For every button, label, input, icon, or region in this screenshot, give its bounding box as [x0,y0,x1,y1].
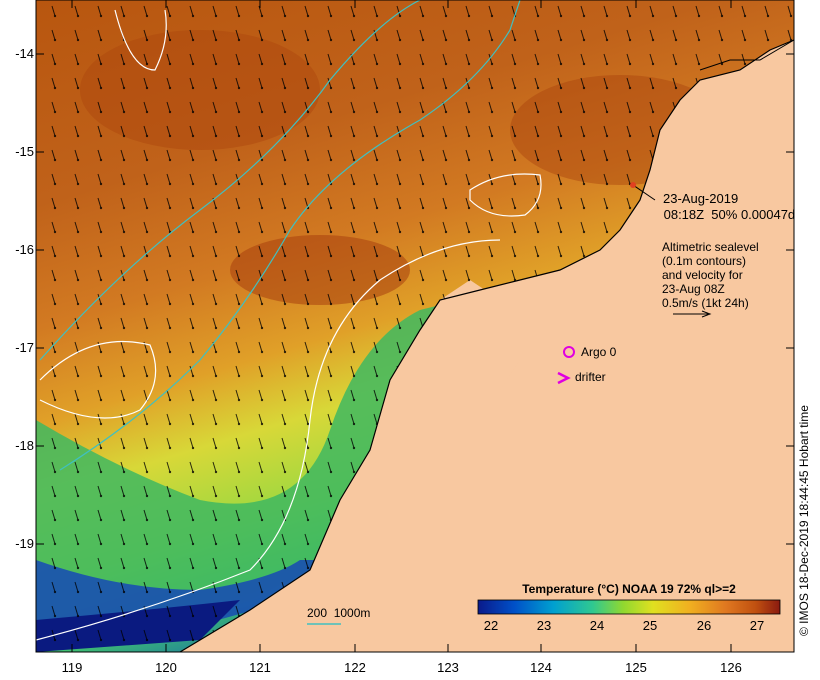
x-axis-label: 122 [344,660,366,675]
x-axis-label: 124 [530,660,552,675]
colorbar-tick: 25 [642,618,658,633]
altimetry-line-1: Altimetric sealevel [662,240,759,254]
x-axis-label: 121 [249,660,271,675]
colorbar-tick: 24 [589,618,605,633]
drifter-symbol [557,371,571,385]
observation-date: 23-Aug-2019 [663,191,739,206]
colorbar-title: Temperature (°C) NOAA 19 72% ql>=2 [522,582,736,596]
altimetry-line-4: 23-Aug 08Z [662,282,725,296]
colorbar [477,599,781,615]
y-axis-label: -18 [15,438,34,453]
x-axis-label: 119 [61,660,83,675]
y-axis-label: -14 [15,46,34,61]
sealevel-contour [35,239,501,641]
x-axis-label: 125 [625,660,647,675]
altimetry-line-5: 0.5m/s (1kt 24h) [662,296,749,310]
credit-text: © IMOS 18-Dec-2019 18:44:45 Hobart time [797,405,811,636]
colorbar-tick: 26 [696,618,712,633]
argo-symbol [563,346,575,358]
x-axis-label: 120 [155,660,177,675]
drifter-label: drifter [575,370,606,384]
argo-label: Argo 0 [581,345,617,359]
altimetry-line-3: and velocity for [662,268,743,282]
y-axis-label: -15 [15,144,34,159]
altimetry-line-2: (0.1m contours) [662,254,747,268]
x-axis-label: 123 [437,660,459,675]
y-axis-label: -19 [15,536,34,551]
observation-marker [630,182,636,188]
y-axis-label: -17 [15,340,34,355]
depth-contour-1000m [59,0,521,471]
x-axis-label: 126 [720,660,742,675]
axis-ticks [36,0,794,652]
colorbar-tick: 27 [749,618,765,633]
y-axis-label: -16 [15,242,34,257]
depth-contour-label: 200 1000m [307,606,371,620]
colorbar-tick: 23 [536,618,552,633]
velocity-arrows [36,0,794,652]
depth-contour-200m [39,0,421,361]
colorbar-tick: 22 [483,618,499,633]
observation-detail: 08:18Z 50% 0.00047d [660,207,796,222]
